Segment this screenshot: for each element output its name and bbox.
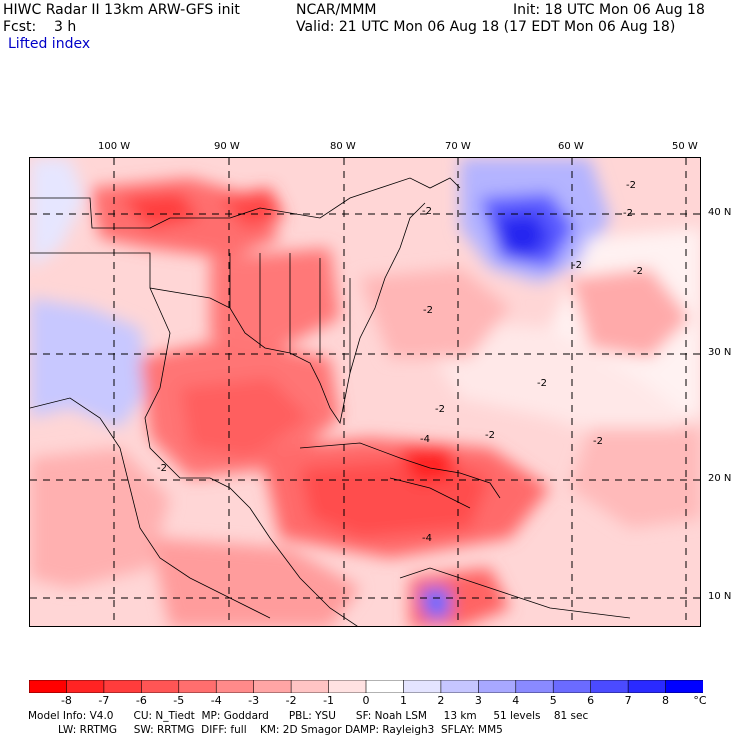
- colorbar-swatch: [440, 680, 480, 693]
- lifted-index-map: -2 -2 -2 -2 -2 -2 -2 -2 -2 -2 -2 -4 -4: [29, 157, 701, 627]
- colorbar-tick-label: 6: [587, 694, 595, 707]
- colorbar-swatch: [103, 680, 143, 693]
- colorbar-tick-label: 1: [399, 694, 407, 707]
- contour-label: -2: [435, 404, 445, 415]
- colorbar-swatch: [515, 680, 555, 693]
- colorbar-swatch: [590, 680, 629, 693]
- contour-label: -2: [422, 206, 432, 217]
- colorbar-tick-label: 0: [362, 694, 370, 707]
- lon-label-70w: 70 W: [445, 141, 471, 152]
- contour-label: -2: [157, 463, 167, 474]
- colorbar-tick-label: -8: [60, 694, 72, 707]
- init-time: Init: 18 UTC Mon 06 Aug 18: [513, 2, 705, 18]
- colorbar-tick-label: -2: [285, 694, 297, 707]
- model-info-line2: LW: RRTMG SW: RRTMG DIFF: full KM: 2D Sm…: [28, 724, 503, 736]
- colorbar-swatch: [403, 680, 442, 693]
- colorbar-swatch: [328, 680, 367, 693]
- contour-label: -2: [572, 260, 582, 271]
- lat-label-30n: 30 N: [708, 347, 732, 358]
- colorbar-unit: °C: [693, 694, 707, 707]
- lon-label-80w: 80 W: [330, 141, 356, 152]
- lon-label-50w: 50 W: [672, 141, 698, 152]
- colorbar-swatch: [178, 680, 218, 693]
- colorbar-tick-label: -1: [323, 694, 335, 707]
- contour-label: -2: [537, 378, 547, 389]
- colorbar-tick-label: -6: [135, 694, 147, 707]
- forecast-hour: Fcst: 3 h: [3, 19, 77, 35]
- lat-label-10n: 10 N: [708, 591, 732, 602]
- colorbar-tick-label: 2: [437, 694, 445, 707]
- contour-label: -2: [485, 430, 495, 441]
- lon-label-60w: 60 W: [558, 141, 584, 152]
- colorbar-swatch: [141, 680, 180, 693]
- valid-time: Valid: 21 UTC Mon 06 Aug 18 (17 EDT Mon …: [296, 19, 676, 35]
- colorbar-swatch: [29, 680, 68, 693]
- lat-lon-grid: [30, 158, 700, 626]
- colorbar-tick-label: 7: [624, 694, 632, 707]
- contour-label: -2: [626, 180, 636, 191]
- contour-label: -2: [593, 436, 603, 447]
- colorbar-swatch: [215, 680, 255, 693]
- contour-label: -2: [633, 266, 643, 277]
- colorbar-tick-label: 3: [474, 694, 482, 707]
- coastlines: [30, 177, 631, 626]
- contour-label: -2: [623, 208, 633, 219]
- lon-label-100w: 100 W: [98, 141, 131, 152]
- colorbar-tick-label: 5: [549, 694, 557, 707]
- colorbar-swatch: [627, 680, 667, 693]
- lat-label-40n: 40 N: [708, 207, 732, 218]
- colorbar-tick-label: -4: [210, 694, 222, 707]
- colorbar-swatch: [66, 680, 105, 693]
- colorbar: [29, 680, 703, 693]
- contour-label-minus4: -4: [420, 434, 430, 445]
- contour-label-minus4: -4: [422, 533, 432, 544]
- colorbar-tick-label: -7: [98, 694, 110, 707]
- model-info-line1: Model Info: V4.0 CU: N_Tiedt MP: Goddard…: [28, 710, 589, 722]
- colorbar-tick-label: -3: [248, 694, 260, 707]
- contour-labels: -2 -2 -2 -2 -2 -2 -2 -2 -2 -2 -2 -4 -4: [157, 180, 643, 544]
- colorbar-swatch: [253, 680, 292, 693]
- colorbar-tick-label: -5: [173, 694, 185, 707]
- colorbar-tick-label: 4: [512, 694, 520, 707]
- field-shading: [30, 158, 700, 626]
- lat-label-20n: 20 N: [708, 473, 732, 484]
- colorbar-swatch: [365, 680, 405, 693]
- colorbar-swatch: [478, 680, 517, 693]
- org-label: NCAR/MMM: [296, 2, 377, 18]
- model-title: HIWC Radar II 13km ARW-GFS init: [3, 2, 240, 18]
- map-svg: -2 -2 -2 -2 -2 -2 -2 -2 -2 -2 -2 -4 -4: [30, 158, 700, 626]
- colorbar-tick-label: 8: [662, 694, 670, 707]
- field-name: Lifted index: [8, 36, 91, 52]
- contour-label: -2: [423, 305, 433, 316]
- colorbar-swatch: [290, 680, 330, 693]
- lon-label-90w: 90 W: [214, 141, 240, 152]
- colorbar-swatch: [665, 680, 703, 693]
- colorbar-swatch: [552, 680, 592, 693]
